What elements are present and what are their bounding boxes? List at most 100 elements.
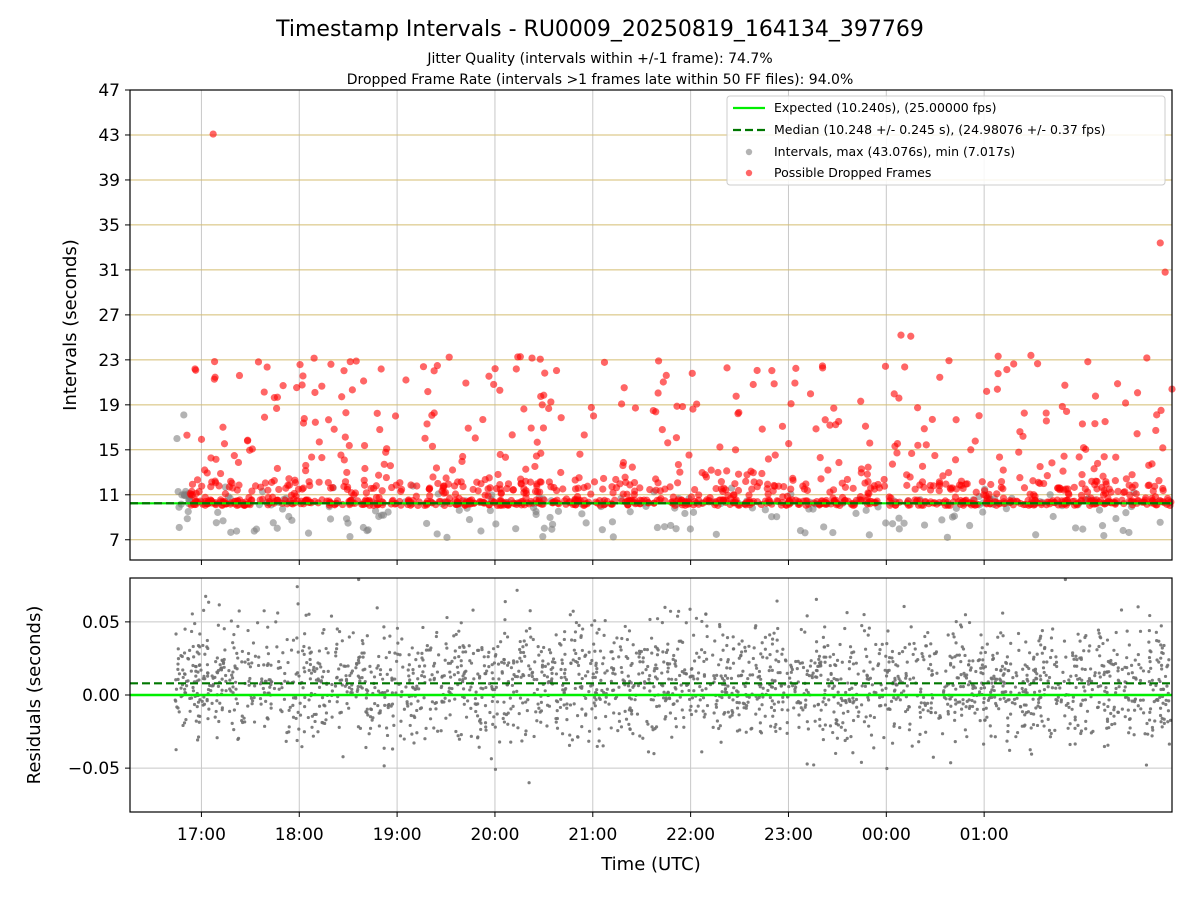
interval-point [346, 532, 354, 541]
residual-point [954, 620, 958, 624]
residual-point [828, 663, 832, 668]
residual-point [1096, 628, 1101, 632]
residual-point [593, 675, 597, 679]
residual-point [410, 732, 414, 736]
residual-point [930, 669, 934, 673]
interval-point [288, 516, 296, 524]
residual-point [592, 642, 596, 646]
residual-point [906, 707, 910, 712]
interval-point [1095, 506, 1104, 514]
residual-point [866, 695, 870, 699]
dropped-point [1033, 360, 1042, 368]
residual-point [702, 659, 706, 664]
residual-point [824, 655, 828, 659]
residual-point [356, 658, 361, 662]
dropped-point [485, 474, 493, 482]
residual-point [775, 638, 779, 642]
residual-point [1151, 688, 1155, 692]
dropped-point [747, 467, 755, 475]
residual-point [1120, 667, 1124, 671]
dropped-point [424, 388, 432, 396]
residual-point [385, 733, 390, 738]
residual-point [503, 631, 507, 635]
x-tick-label: 22:00 [666, 825, 715, 845]
dropped-point [995, 453, 1004, 461]
residual-point [1000, 690, 1004, 694]
residual-point [220, 688, 224, 692]
residual-point [983, 665, 988, 669]
residual-point [302, 666, 306, 670]
residual-point [388, 634, 392, 638]
dropped-point [528, 354, 536, 362]
residual-point [840, 660, 844, 664]
residual-point [243, 720, 247, 724]
residual-point [655, 653, 660, 657]
residual-point [617, 655, 621, 659]
dropped-point [571, 485, 580, 493]
residual-point [222, 627, 226, 631]
residual-point [997, 707, 1001, 711]
residual-point [184, 718, 188, 722]
residual-point [1112, 705, 1116, 709]
residual-point [1109, 658, 1113, 663]
residual-point [236, 624, 240, 628]
residual-point [286, 660, 290, 665]
residual-point [742, 706, 746, 710]
residual-point [198, 663, 202, 667]
residual-point [980, 663, 984, 667]
residual-point [868, 660, 872, 664]
residual-point [688, 675, 692, 679]
residual-point [359, 685, 363, 689]
residual-point [257, 655, 261, 659]
residual-point [1112, 708, 1116, 712]
residual-point [834, 718, 838, 722]
residual-point [652, 669, 656, 673]
dropped-point [275, 485, 283, 494]
residual-point [942, 695, 947, 699]
dropped-point [209, 130, 217, 138]
residual-point [679, 683, 683, 687]
residual-point [218, 701, 222, 705]
residual-point [265, 716, 269, 720]
dropped-point [734, 486, 743, 495]
residual-point [448, 670, 452, 674]
residual-point [664, 650, 669, 655]
dropped-point [918, 462, 927, 470]
residual-point [843, 738, 847, 743]
residual-point [638, 660, 642, 664]
residual-point [930, 696, 935, 700]
residual-point [695, 651, 699, 655]
residual-point [1159, 687, 1163, 692]
residual-point [680, 689, 684, 693]
dropped-point [732, 392, 740, 400]
residual-point [184, 679, 189, 683]
residual-point [721, 648, 725, 652]
residual-point [335, 700, 339, 704]
dropped-point [246, 446, 254, 454]
dropped-point [863, 470, 871, 478]
residual-point [334, 647, 339, 651]
dropped-point [210, 375, 218, 383]
residual-point [1108, 674, 1112, 678]
residual-point [668, 609, 673, 613]
residual-point [589, 661, 593, 666]
legend-expected-label: Expected (10.240s), (25.00000 fps) [774, 100, 996, 115]
residual-point [480, 647, 484, 652]
residual-point [323, 704, 327, 708]
residual-point [1010, 701, 1014, 705]
residual-point [1130, 699, 1134, 703]
interval-point [539, 532, 547, 541]
residual-point [1160, 725, 1164, 729]
residual-point [1044, 673, 1048, 677]
dropped-point [599, 474, 608, 483]
residual-point [512, 690, 516, 694]
interval-point [1119, 526, 1127, 535]
dropped-point [654, 357, 663, 365]
residual-point [680, 708, 684, 712]
residual-point [1035, 672, 1039, 676]
residual-point [559, 697, 563, 701]
residual-point [368, 664, 372, 668]
interval-point [273, 524, 281, 532]
residual-point [834, 751, 838, 756]
